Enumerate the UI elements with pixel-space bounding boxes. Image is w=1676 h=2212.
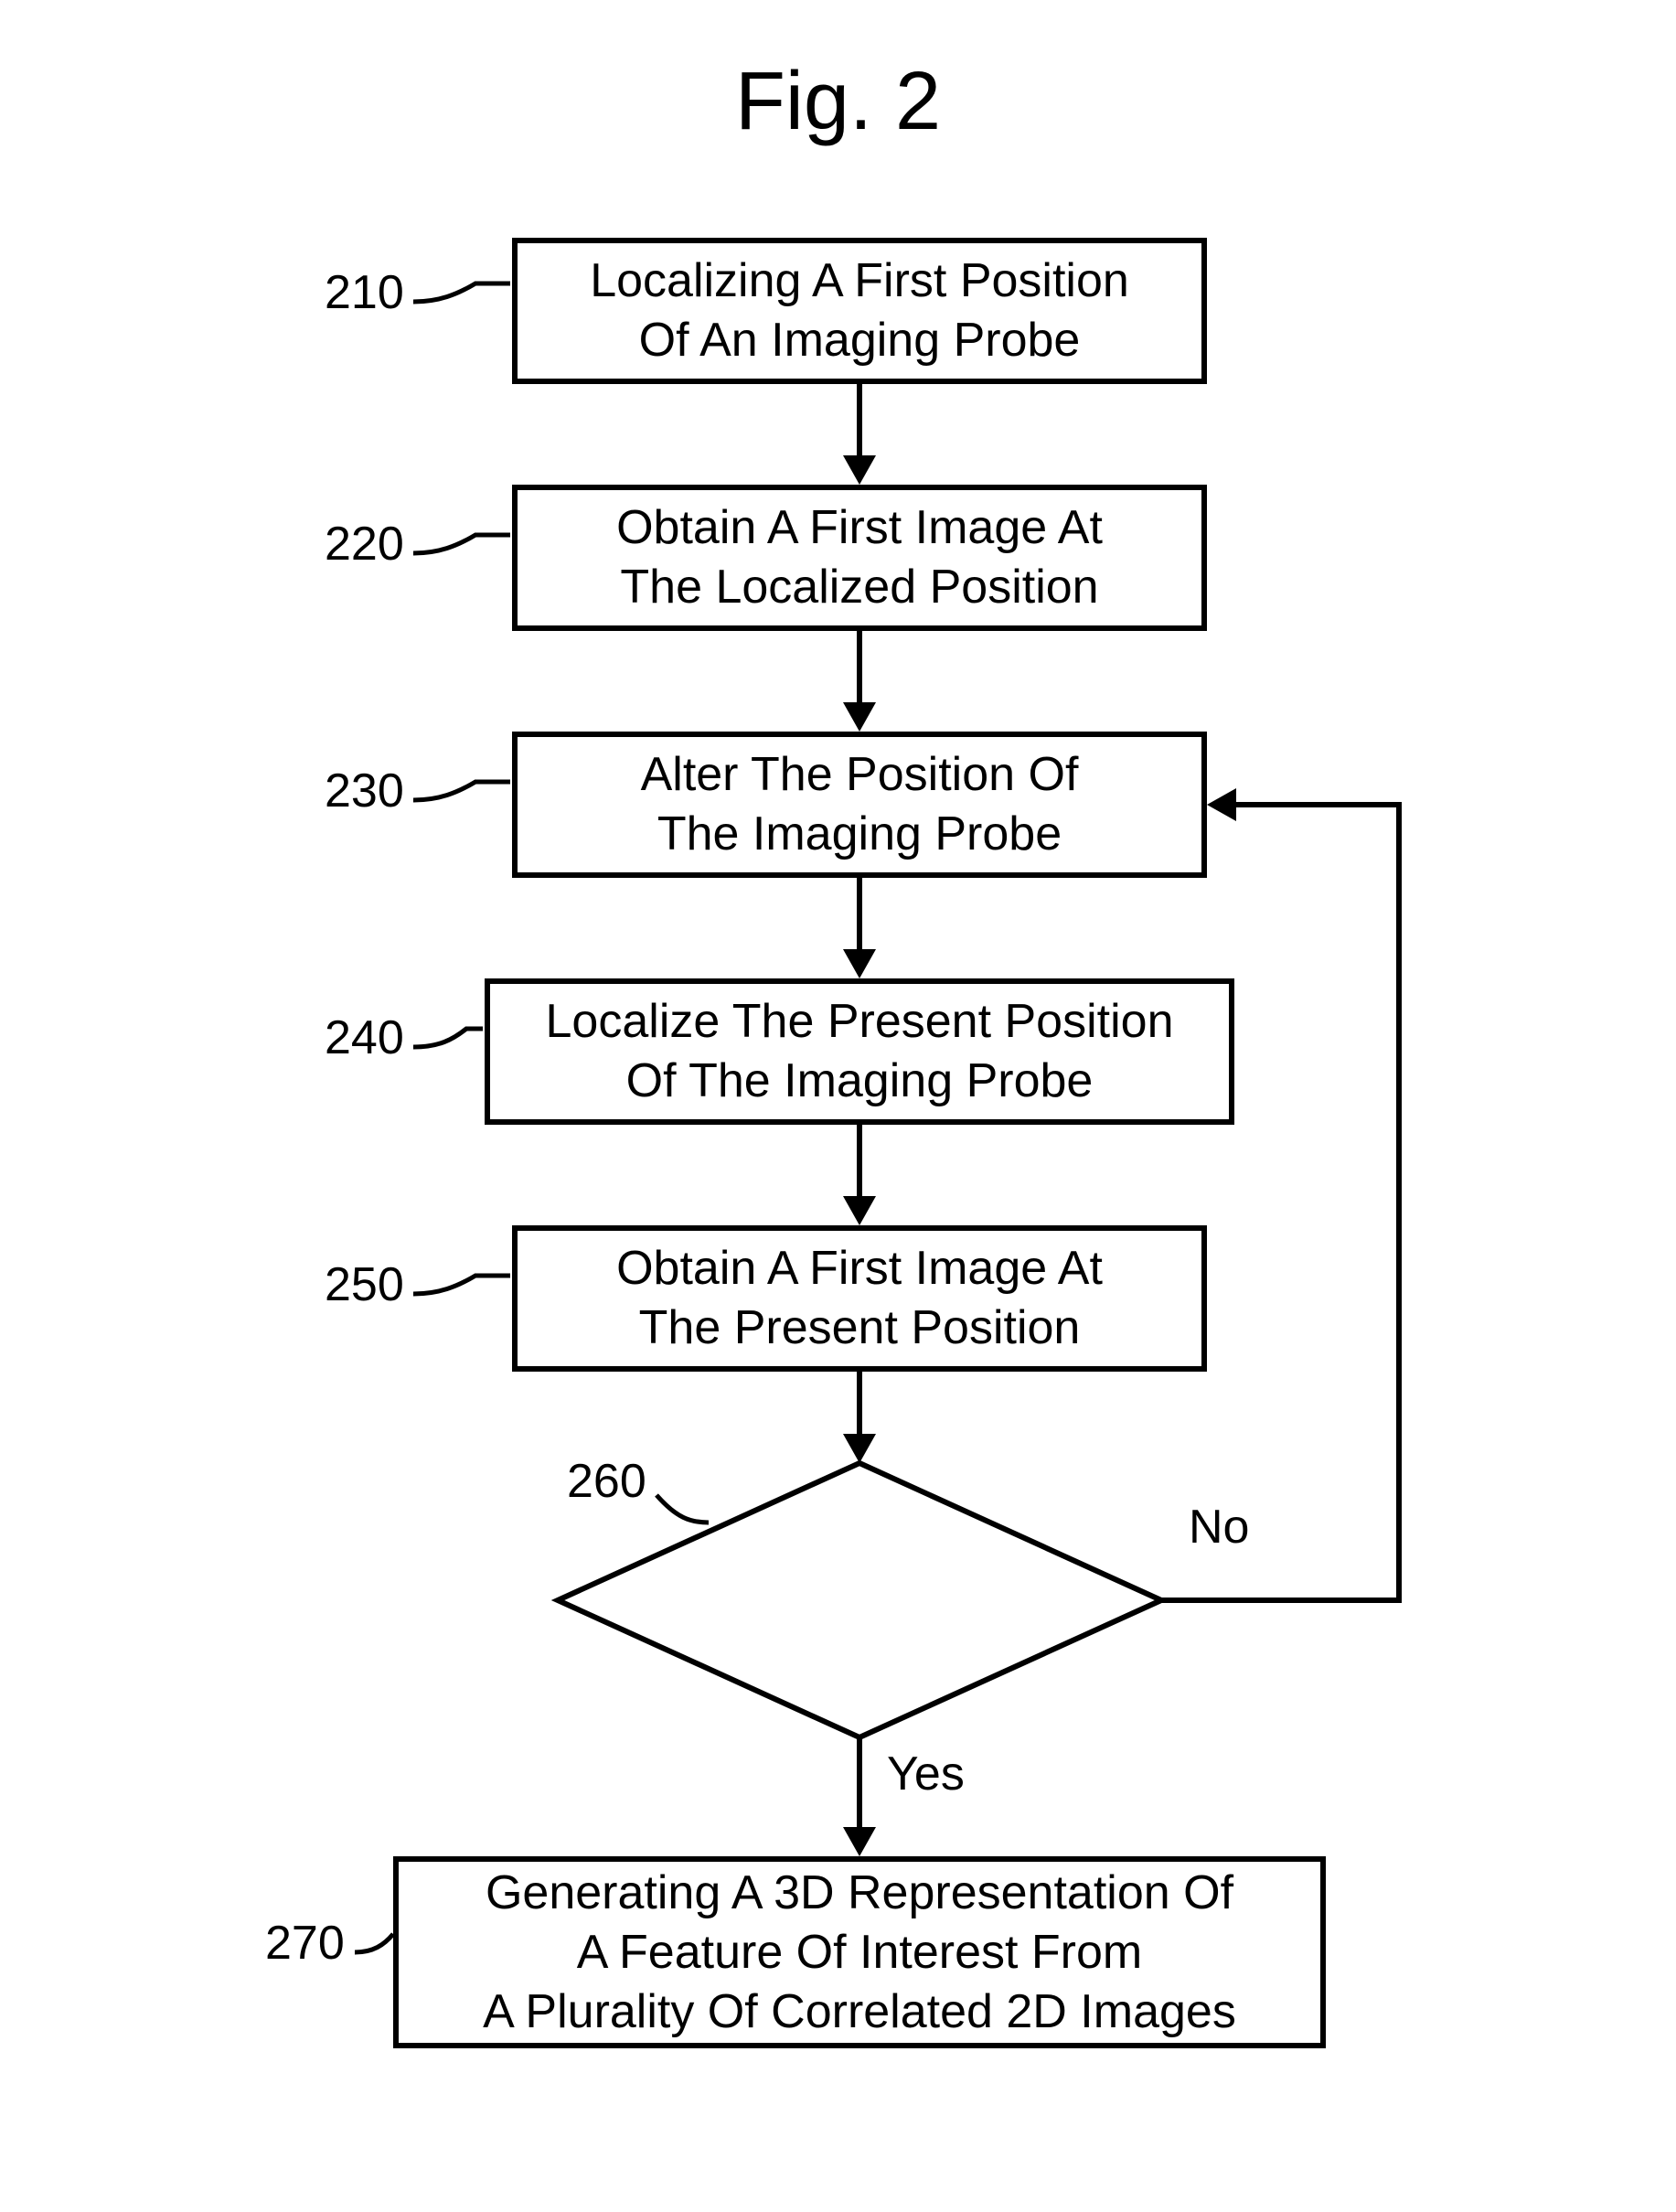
- process-box-230: Alter The Position Of The Imaging Probe: [512, 732, 1207, 878]
- ref-label-220: 220: [325, 517, 404, 572]
- process-box-240: Localize The Present Position Of The Ima…: [485, 978, 1234, 1125]
- box-line: A Plurality Of Correlated 2D Images: [483, 1985, 1236, 2038]
- edge-label-no: No: [1189, 1500, 1249, 1555]
- process-box-270: Generating A 3D Representation Of A Feat…: [393, 1856, 1326, 2048]
- box-line: Localize The Present Position: [546, 995, 1174, 1048]
- box-line: A Feature Of Interest From: [577, 1926, 1142, 1979]
- box-line: Obtained?: [750, 1612, 969, 1665]
- box-line: Localizing A First Position: [590, 254, 1129, 307]
- box-line: Obtain A First Image At: [616, 1242, 1103, 1295]
- box-line: The Imaging Probe: [657, 807, 1062, 860]
- process-box-250: Obtain A First Image At The Present Posi…: [512, 1225, 1207, 1372]
- box-line: The Localized Position: [620, 561, 1098, 614]
- box-line: Sufficient Images: [678, 1553, 1041, 1606]
- box-line: Alter The Position Of: [641, 748, 1079, 801]
- ref-label-240: 240: [325, 1010, 404, 1065]
- decision-text-260: Sufficient Images Obtained?: [677, 1550, 1042, 1669]
- process-box-220: Obtain A First Image At The Localized Po…: [512, 485, 1207, 631]
- flowchart-canvas: Fig. 2 Localizing A First Position Of An…: [0, 0, 1676, 2212]
- ref-label-210: 210: [325, 265, 404, 320]
- box-line: The Present Position: [639, 1301, 1081, 1354]
- box-line: Of The Imaging Probe: [626, 1054, 1094, 1107]
- ref-label-270: 270: [265, 1916, 345, 1971]
- ref-label-250: 250: [325, 1257, 404, 1312]
- box-line: Of An Imaging Probe: [639, 314, 1081, 367]
- box-line: Generating A 3D Representation Of: [486, 1866, 1233, 1919]
- process-box-210: Localizing A First Position Of An Imagin…: [512, 238, 1207, 384]
- ref-label-230: 230: [325, 764, 404, 818]
- figure-title: Fig. 2: [0, 55, 1676, 149]
- edge-label-yes: Yes: [887, 1747, 965, 1801]
- box-line: Obtain A First Image At: [616, 501, 1103, 554]
- ref-label-260: 260: [567, 1454, 646, 1509]
